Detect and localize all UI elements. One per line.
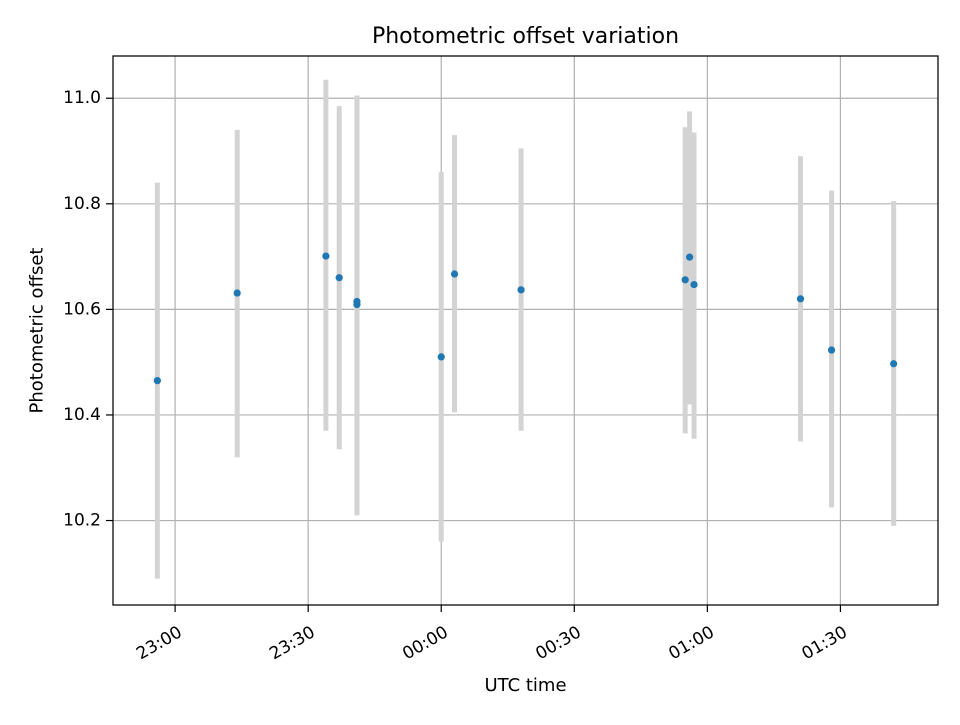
y-tick-label: 10.2 — [63, 511, 101, 531]
chart-title: Photometric offset variation — [372, 24, 679, 49]
y-tick-label: 10.8 — [63, 194, 101, 214]
y-tick-label: 11.0 — [63, 88, 101, 108]
data-point — [322, 252, 330, 260]
data-point — [153, 377, 161, 385]
data-point — [796, 295, 805, 303]
plot-frame — [112, 55, 939, 606]
y-tick-label: 10.6 — [63, 299, 101, 319]
data-point — [335, 274, 343, 282]
y-tick-label: 10.4 — [63, 405, 101, 425]
data-point — [686, 253, 694, 261]
y-axis-label: Photometric offset — [27, 248, 48, 414]
data-point — [517, 286, 525, 294]
data-point — [353, 301, 361, 309]
data-point — [450, 270, 459, 278]
data-point — [681, 276, 689, 284]
data-point — [233, 289, 241, 297]
data-point — [690, 280, 698, 289]
data-point — [890, 360, 898, 368]
x-axis-label: UTC time — [484, 675, 566, 696]
data-point — [437, 353, 445, 361]
data-point — [827, 346, 836, 354]
data-points — [153, 252, 898, 385]
